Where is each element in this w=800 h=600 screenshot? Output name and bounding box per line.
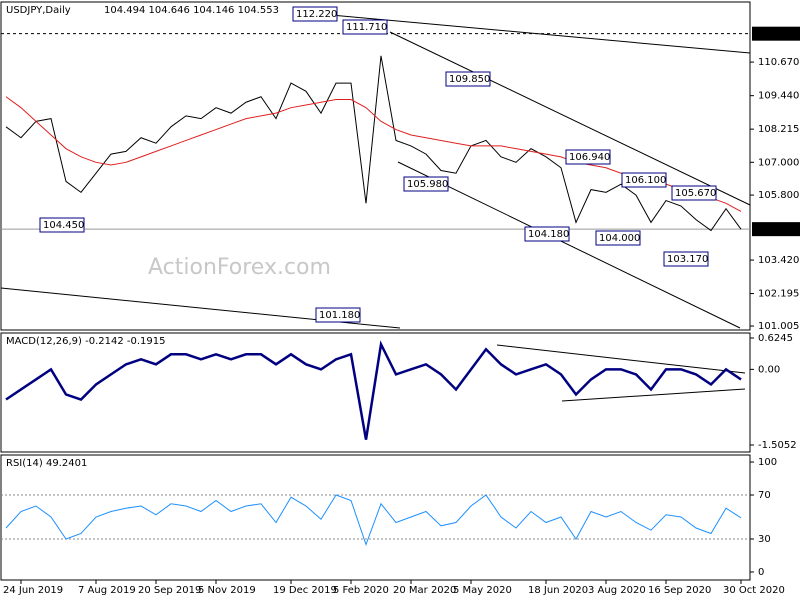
annotation-box [342, 19, 388, 35]
x-tick-label: 16 Sep 2020 [648, 585, 711, 596]
annotation: 106.940 [569, 152, 610, 163]
annotation: 105.670 [675, 188, 716, 199]
x-tick-label: 5 Feb 2020 [333, 585, 389, 596]
annotation-box [292, 6, 338, 22]
annotation-box [445, 71, 491, 87]
x-tick-label: 20 Sep 2019 [138, 585, 201, 596]
y-tick-label: 103.420 [758, 255, 799, 266]
annotation: 104.180 [528, 229, 569, 240]
last-price-box [752, 222, 800, 237]
trendline [496, 344, 746, 374]
rsi-title: RSI(14) 49.2401 [6, 458, 87, 469]
y-tick-label: -1.5052 [758, 440, 797, 451]
y-tick-label: 0 [758, 567, 764, 578]
y-tick-label: 0.00 [758, 364, 780, 375]
x-tick-label: 5 May 2020 [453, 585, 512, 596]
trendline [397, 161, 741, 329]
y-tick-label: 102.195 [758, 289, 799, 300]
y-tick-label: 108.215 [758, 124, 799, 135]
annotation-box [621, 172, 667, 188]
macd-frame [0, 332, 751, 453]
annotation-box [403, 176, 449, 192]
y-tick-label: 105.800 [758, 190, 799, 201]
x-tick-label: 3 Aug 2020 [588, 585, 646, 596]
x-tick-label: 30 Oct 2020 [723, 585, 785, 596]
annotation: 104.000 [599, 233, 640, 244]
y-tick-label: 30 [758, 534, 771, 545]
annotation: 103.170 [667, 254, 708, 265]
annotation-box [315, 307, 361, 323]
watermark: ActionForex.com [148, 255, 331, 280]
last-price-label: 104.553 [756, 224, 797, 235]
annotation: 109.850 [449, 74, 490, 85]
chart-title: USDJPY,Daily [6, 5, 71, 16]
x-tick-label: 18 Jun 2020 [528, 585, 588, 596]
level-box [752, 26, 800, 41]
y-tick-label: 110.670 [758, 57, 799, 68]
series-line [5, 96, 742, 212]
annotation: 104.450 [43, 220, 84, 231]
series-line [5, 494, 742, 546]
y-tick-label: 101.005 [758, 321, 799, 332]
annotation: 105.980 [407, 179, 448, 190]
annotation-box [663, 251, 709, 267]
series-line [5, 55, 742, 232]
annotation: 106.100 [625, 175, 666, 186]
y-tick-label: 70 [758, 490, 771, 501]
annotation-box [39, 217, 85, 233]
macd-title: MACD(12,26,9) -0.2142 -0.1915 [6, 336, 166, 347]
x-tick-label: 5 Nov 2019 [198, 585, 256, 596]
annotation-box [671, 185, 717, 201]
annotation: 101.180 [319, 310, 360, 321]
y-tick-label: 0.6245 [758, 333, 793, 344]
annotation-box [595, 230, 641, 246]
level-label: 111.710 [756, 29, 797, 40]
x-tick-label: 20 Mar 2020 [393, 585, 456, 596]
y-tick-label: 107.000 [758, 157, 799, 168]
annotation: 112.220 [296, 9, 337, 20]
ohlc: 104.494 104.646 104.146 104.553 [104, 5, 279, 16]
annotation: 111.710 [346, 22, 387, 33]
annotation-box [524, 226, 570, 242]
y-tick-label: 100 [758, 457, 777, 468]
series-line [5, 340, 742, 440]
trendline [561, 388, 746, 402]
trendline [389, 31, 751, 206]
rsi-frame [0, 454, 751, 581]
y-tick-label: 109.440 [758, 91, 799, 102]
x-tick-label: 19 Dec 2019 [273, 585, 337, 596]
annotation-box [565, 149, 611, 165]
price-frame [0, 1, 751, 331]
x-tick-label: 24 Jun 2019 [3, 585, 63, 596]
x-tick-label: 7 Aug 2019 [78, 585, 136, 596]
